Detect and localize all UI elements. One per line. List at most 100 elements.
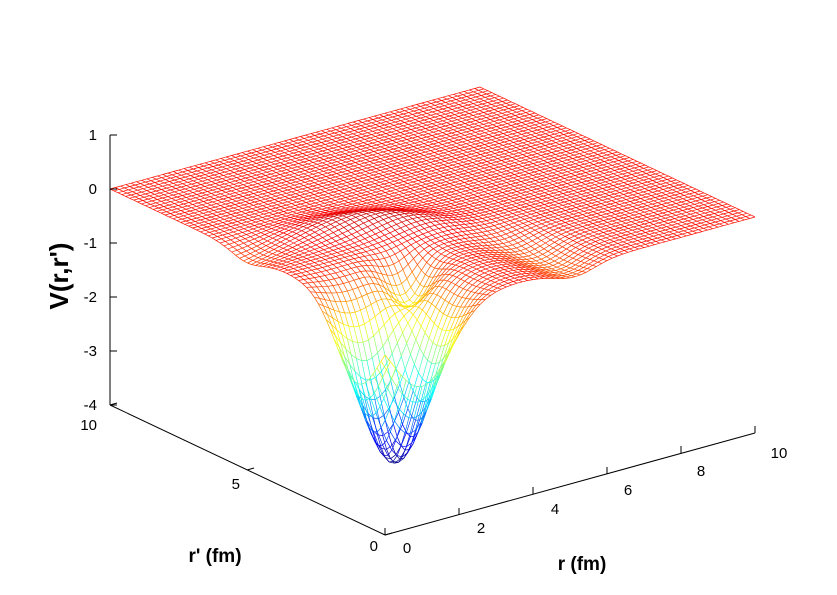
mesh-line: [550, 154, 556, 157]
mesh-line: [623, 180, 630, 183]
mesh-line: [417, 233, 424, 237]
mesh-line: [442, 209, 449, 211]
mesh-line: [476, 162, 482, 165]
mesh-line: [310, 272, 316, 275]
mesh-line: [474, 250, 480, 253]
mesh-line: [406, 137, 413, 140]
mesh-line: [193, 222, 200, 226]
mesh-line: [530, 180, 536, 183]
mesh-line: [398, 231, 405, 235]
mesh-line: [464, 145, 471, 148]
mesh-line: [436, 123, 442, 126]
mesh-line: [319, 144, 326, 147]
mesh-line: [388, 136, 394, 140]
mesh-line: [463, 148, 469, 151]
mesh-line: [483, 201, 490, 204]
mesh-line: [695, 199, 702, 202]
mesh-line: [468, 123, 475, 126]
mesh-line: [652, 178, 659, 181]
mesh-line: [657, 177, 664, 180]
mesh-line: [616, 232, 622, 236]
mesh-line: [387, 241, 393, 245]
mesh-line: [314, 260, 320, 263]
mesh-line: [383, 182, 390, 185]
mesh-line: [419, 332, 426, 348]
mesh-line: [467, 115, 474, 118]
mesh-line: [400, 130, 406, 133]
mesh-line: [319, 167, 325, 170]
mesh-line: [382, 118, 388, 121]
mesh-line: [225, 226, 231, 229]
mesh-line: [324, 189, 330, 192]
mesh-line: [728, 210, 735, 213]
mesh-line: [251, 245, 258, 249]
mesh-line: [521, 225, 528, 229]
mesh-line: [387, 388, 394, 400]
mesh-line: [564, 250, 571, 255]
mesh-line: [245, 211, 251, 214]
mesh-line: [529, 159, 535, 163]
mesh-line: [613, 183, 619, 186]
mesh-line: [381, 153, 388, 156]
mesh-line: [485, 210, 491, 213]
mesh-line: [343, 131, 350, 134]
mesh-line: [517, 222, 524, 226]
mesh-line: [464, 276, 471, 282]
mesh-line: [191, 194, 197, 197]
mesh-line: [271, 215, 277, 218]
mesh-line: [242, 206, 249, 209]
mesh-line: [711, 196, 716, 199]
mesh-line: [682, 208, 688, 211]
mesh-line: [348, 258, 355, 261]
mesh-line: [566, 205, 573, 208]
mesh-line: [497, 226, 504, 229]
mesh-line: [604, 239, 611, 242]
mesh-line: [494, 279, 501, 283]
mesh-line: [540, 165, 547, 168]
mesh-line: [696, 231, 703, 234]
mesh-line: [472, 125, 479, 128]
mesh-line: [417, 146, 423, 149]
mesh-line: [649, 197, 656, 200]
mesh-line: [533, 126, 539, 129]
mesh-line: [526, 154, 532, 157]
mesh-line: [385, 305, 392, 309]
mesh-line: [507, 109, 513, 113]
mesh-line: [314, 145, 320, 148]
mesh-line: [640, 196, 646, 199]
mesh-line: [495, 183, 502, 186]
mesh-line: [315, 165, 322, 168]
mesh-line: [336, 206, 342, 209]
mesh-line: [526, 119, 533, 122]
mesh-line: [638, 247, 645, 250]
mesh-line: [671, 235, 678, 238]
mesh-line: [501, 170, 507, 173]
mesh-line: [251, 261, 257, 265]
mesh-line: [565, 220, 571, 223]
mesh-line: [572, 156, 578, 159]
mesh-line: [450, 236, 456, 239]
mesh-line: [312, 172, 319, 175]
mesh-line: [493, 202, 499, 205]
mesh-line: [253, 191, 259, 194]
mesh-line: [194, 163, 200, 167]
mesh-line: [176, 206, 183, 210]
mesh-line: [260, 186, 266, 190]
mesh-line: [443, 139, 450, 142]
mesh-line: [533, 217, 540, 221]
mesh-line: [475, 235, 481, 238]
mesh-line: [252, 226, 259, 230]
mesh-line: [572, 203, 578, 207]
mesh-line: [424, 382, 431, 402]
mesh-line: [524, 251, 530, 254]
mesh-line: [393, 135, 400, 138]
mesh-line: [150, 202, 156, 205]
mesh-line: [281, 169, 287, 172]
mesh-line: [256, 228, 263, 232]
mesh-line: [690, 188, 697, 191]
mesh-line: [253, 156, 260, 159]
mesh-line: [594, 194, 600, 197]
mesh-line: [390, 200, 396, 203]
mesh-line: [413, 156, 419, 159]
mesh-line: [336, 291, 343, 294]
